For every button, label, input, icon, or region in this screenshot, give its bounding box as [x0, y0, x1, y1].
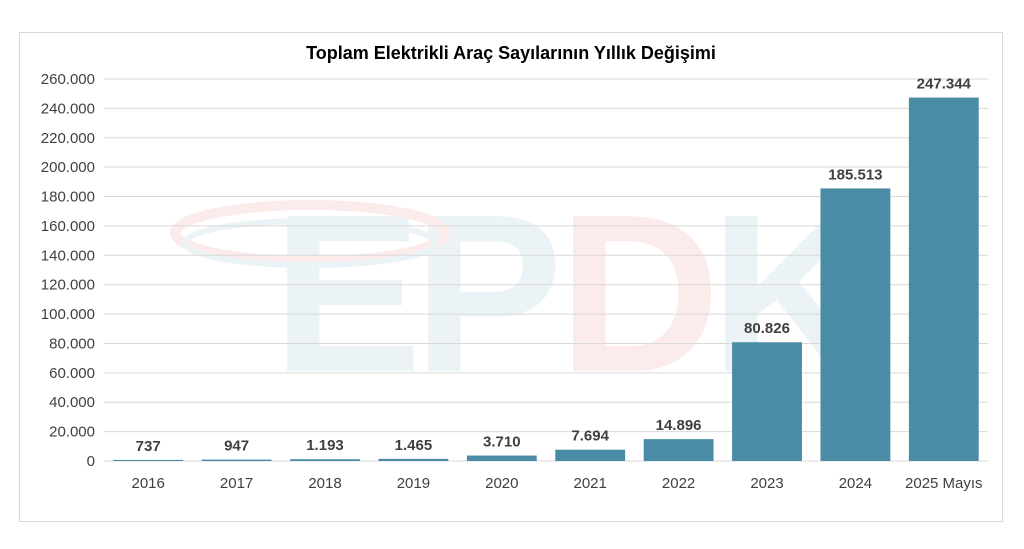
x-tick-label: 2023	[750, 475, 783, 492]
y-tick-label: 120.000	[41, 277, 95, 294]
y-tick-label: 80.000	[49, 335, 95, 352]
data-label: 247.344	[917, 76, 972, 93]
bars	[113, 97, 979, 462]
data-label: 737	[136, 438, 161, 455]
x-tick-label: 2022	[662, 475, 695, 492]
x-tick-label: 2019	[397, 475, 430, 492]
y-tick-label: 260.000	[41, 71, 95, 88]
x-axis: 2016 2017 2018 2019 2020 2021 2022 2023 2024 2025…	[132, 475, 983, 492]
chart-frame: E P D K Toplam Elektrikli Araç Sayıların…	[19, 32, 1003, 522]
y-tick-label: 100.000	[41, 306, 95, 323]
bar	[466, 455, 537, 461]
data-label: 185.513	[828, 166, 882, 183]
bar	[378, 458, 449, 461]
bar	[201, 459, 272, 461]
x-tick-label: 2018	[308, 475, 341, 492]
x-tick-label: 2021	[574, 475, 607, 492]
bar-chart: E P D K Toplam Elektrikli Araç Sayıların…	[41, 43, 988, 492]
y-tick-label: 180.000	[41, 189, 95, 206]
x-tick-label: 2024	[839, 475, 872, 492]
x-tick-label: 2020	[485, 475, 518, 492]
y-tick-label: 200.000	[41, 159, 95, 176]
y-tick-label: 160.000	[41, 218, 95, 235]
bar	[290, 459, 360, 461]
bar	[555, 449, 626, 461]
data-label: 1.193	[306, 437, 344, 454]
x-tick-label: 2025 Mayıs	[905, 475, 983, 492]
y-tick-label: 40.000	[49, 394, 95, 411]
y-tick-label: 140.000	[41, 247, 95, 264]
y-tick-label: 20.000	[49, 424, 95, 441]
y-tick-label: 220.000	[41, 130, 95, 147]
bar	[113, 459, 184, 461]
data-label: 14.896	[656, 417, 702, 434]
bar	[908, 97, 979, 462]
bar	[732, 342, 802, 461]
y-tick-label: 240.000	[41, 100, 95, 117]
y-axis: 0 20.000 40.000 60.000 80.000 100.000 120.000 1…	[41, 71, 95, 470]
svg-text:E: E	[272, 167, 422, 419]
data-label: 80.826	[744, 320, 790, 337]
data-label: 947	[224, 438, 249, 455]
data-label: 1.465	[395, 437, 433, 454]
data-labels: 737 947 1.193 1.465 3.710 7.694 14.896 80.826 18…	[136, 76, 972, 455]
svg-text:D: D	[558, 167, 721, 419]
x-tick-label: 2017	[220, 475, 253, 492]
y-tick-label: 60.000	[49, 365, 95, 382]
data-label: 7.694	[571, 428, 609, 445]
data-label: 3.710	[483, 434, 521, 451]
bar	[820, 188, 891, 461]
y-tick-label: 0	[87, 453, 95, 470]
x-tick-label: 2016	[132, 475, 165, 492]
svg-text:P: P	[413, 167, 563, 419]
chart-title: Toplam Elektrikli Araç Sayılarının Yıllı…	[306, 43, 716, 63]
bar	[643, 439, 714, 461]
